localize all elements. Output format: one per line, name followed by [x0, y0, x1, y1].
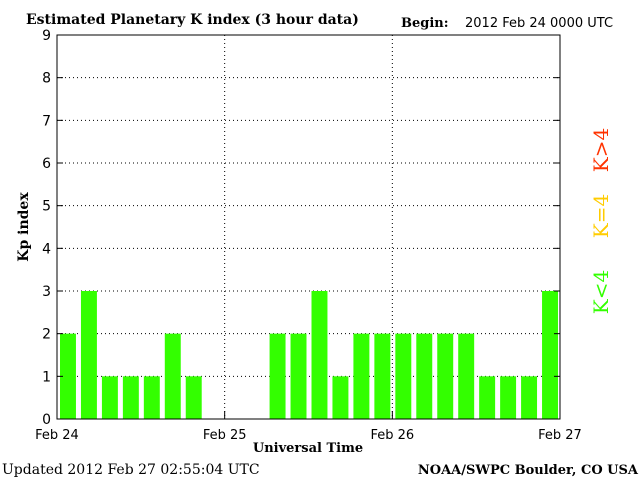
begin-value: 2012 Feb 24 0000 UTC	[465, 16, 613, 31]
kp-bar	[101, 376, 118, 419]
x-tick-label: Feb 27	[538, 428, 582, 443]
y-tick-label: 3	[42, 284, 51, 300]
kp-bar	[542, 291, 558, 419]
y-tick-label: 5	[42, 199, 51, 215]
y-tick-label: 9	[42, 28, 51, 44]
kp-bar	[416, 333, 433, 419]
y-tick-label: 2	[42, 327, 51, 343]
plot-area: 0 1 2 3 4 5 6 7 8 9 Feb 24 Feb 25 Feb 26 Feb 27	[35, 28, 582, 443]
x-tick-label: Feb 24	[35, 428, 79, 443]
y-axis-label: Kp index	[16, 192, 32, 262]
kp-bar	[332, 376, 349, 419]
kp-bar	[395, 333, 412, 419]
legend-k-lt-4: K<4	[589, 270, 613, 314]
x-tick-label: Feb 26	[370, 428, 414, 443]
legend-k-eq-4: K=4	[589, 194, 613, 238]
kp-bar	[269, 333, 286, 419]
credit-text: NOAA/SWPC Boulder, CO USA	[418, 463, 639, 478]
grid-lines	[57, 35, 560, 419]
updated-timestamp: Updated 2012 Feb 27 02:55:04 UTC	[2, 462, 260, 478]
kp-bar	[122, 376, 139, 419]
chart-title: Estimated Planetary K index (3 hour data…	[26, 12, 359, 28]
x-tick-label: Feb 25	[203, 428, 247, 443]
y-tick-label: 6	[42, 156, 51, 172]
kp-bar	[164, 333, 181, 419]
y-tick-label: 7	[42, 113, 51, 129]
kp-bar	[290, 333, 307, 419]
plot-frame	[56, 34, 561, 420]
y-tick-label: 8	[42, 71, 51, 87]
begin-label: Begin:	[401, 16, 449, 31]
x-axis-label: Universal Time	[253, 441, 363, 456]
kp-bar	[185, 376, 202, 419]
kp-bar	[60, 333, 76, 419]
y-ticks: 0 1 2 3 4 5 6 7 8 9	[42, 28, 560, 428]
legend-k-gt-4: K>4	[589, 128, 613, 172]
kp-bar	[143, 376, 160, 419]
y-tick-label: 4	[42, 241, 51, 257]
y-tick-label: 1	[42, 369, 51, 385]
kp-bar	[437, 333, 454, 419]
kp-bar	[353, 333, 370, 419]
kp-bar	[311, 291, 328, 419]
kp-bar	[500, 376, 517, 419]
x-ticks: Feb 24 Feb 25 Feb 26 Feb 27	[35, 411, 582, 443]
y-tick-label: 0	[42, 412, 51, 428]
bars-group	[60, 291, 558, 419]
kp-bar	[521, 376, 538, 419]
kp-bar	[479, 376, 496, 419]
kp-bar	[80, 291, 97, 419]
kp-bar	[458, 333, 475, 419]
kp-bar	[374, 333, 391, 419]
